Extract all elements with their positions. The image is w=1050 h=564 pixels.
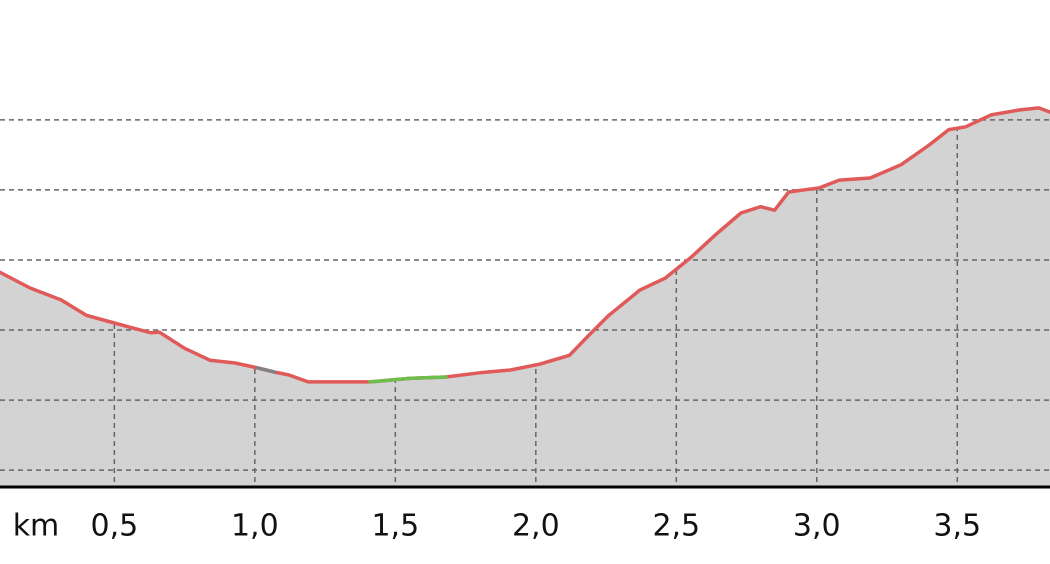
area-fill: [0, 107, 1050, 487]
x-tick-label: 3,5: [933, 509, 981, 544]
x-tick-label: 2,5: [652, 509, 700, 544]
elevation-line: [255, 366, 277, 374]
x-tick-label: 3,0: [793, 509, 841, 544]
elevation-line: [0, 106, 1050, 384]
x-tick-label: 2,0: [512, 509, 560, 544]
elevation-line: [368, 375, 448, 384]
x-axis-label: km: [13, 509, 60, 544]
x-tick-label: 1,0: [231, 509, 279, 544]
x-tick-label: 1,5: [371, 509, 419, 544]
x-tick-label: 0,5: [90, 509, 138, 544]
